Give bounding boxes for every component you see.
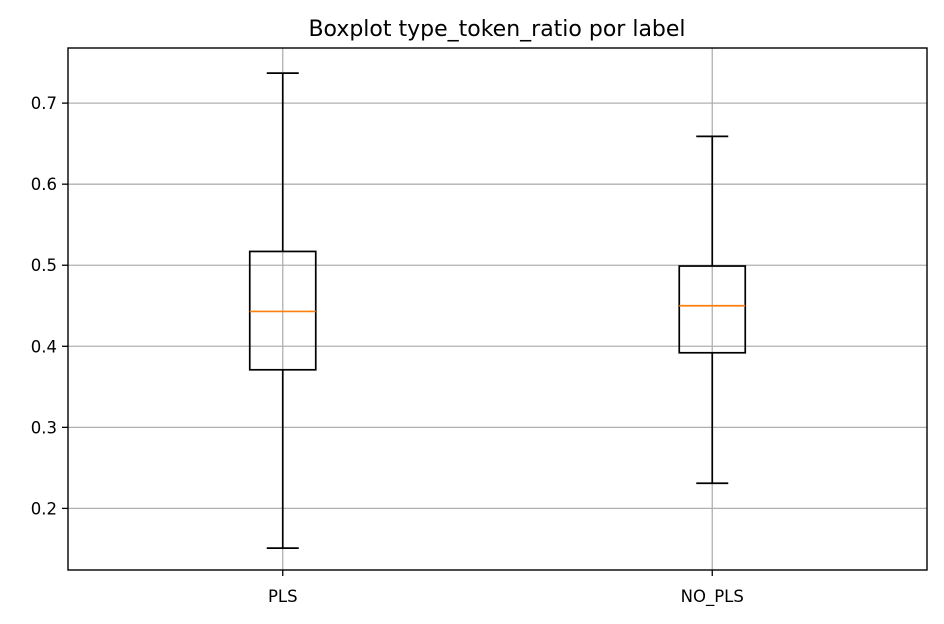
y-tick-label: 0.2 bbox=[31, 499, 57, 518]
box-no-pls bbox=[678, 135, 747, 485]
x-tick-label: NO_PLS bbox=[681, 587, 744, 607]
plot-area-frame bbox=[67, 47, 928, 571]
chart-title: Boxplot type_token_ratio por label bbox=[308, 17, 685, 42]
box-pls bbox=[248, 72, 317, 549]
tick-layer: 0.2 0.3 0.4 0.5 0.6 0.7 PLS NO_PLS bbox=[31, 94, 744, 607]
y-tick-label: 0.3 bbox=[31, 418, 57, 437]
box-layer bbox=[248, 72, 747, 549]
y-tick-label: 0.6 bbox=[31, 175, 57, 194]
y-tick-label: 0.4 bbox=[31, 337, 57, 356]
x-tick-label: PLS bbox=[268, 587, 298, 606]
grid-layer bbox=[68, 48, 927, 570]
y-tick-label: 0.7 bbox=[31, 94, 57, 113]
iqr-box bbox=[678, 265, 747, 354]
y-tick-label: 0.5 bbox=[31, 256, 57, 275]
